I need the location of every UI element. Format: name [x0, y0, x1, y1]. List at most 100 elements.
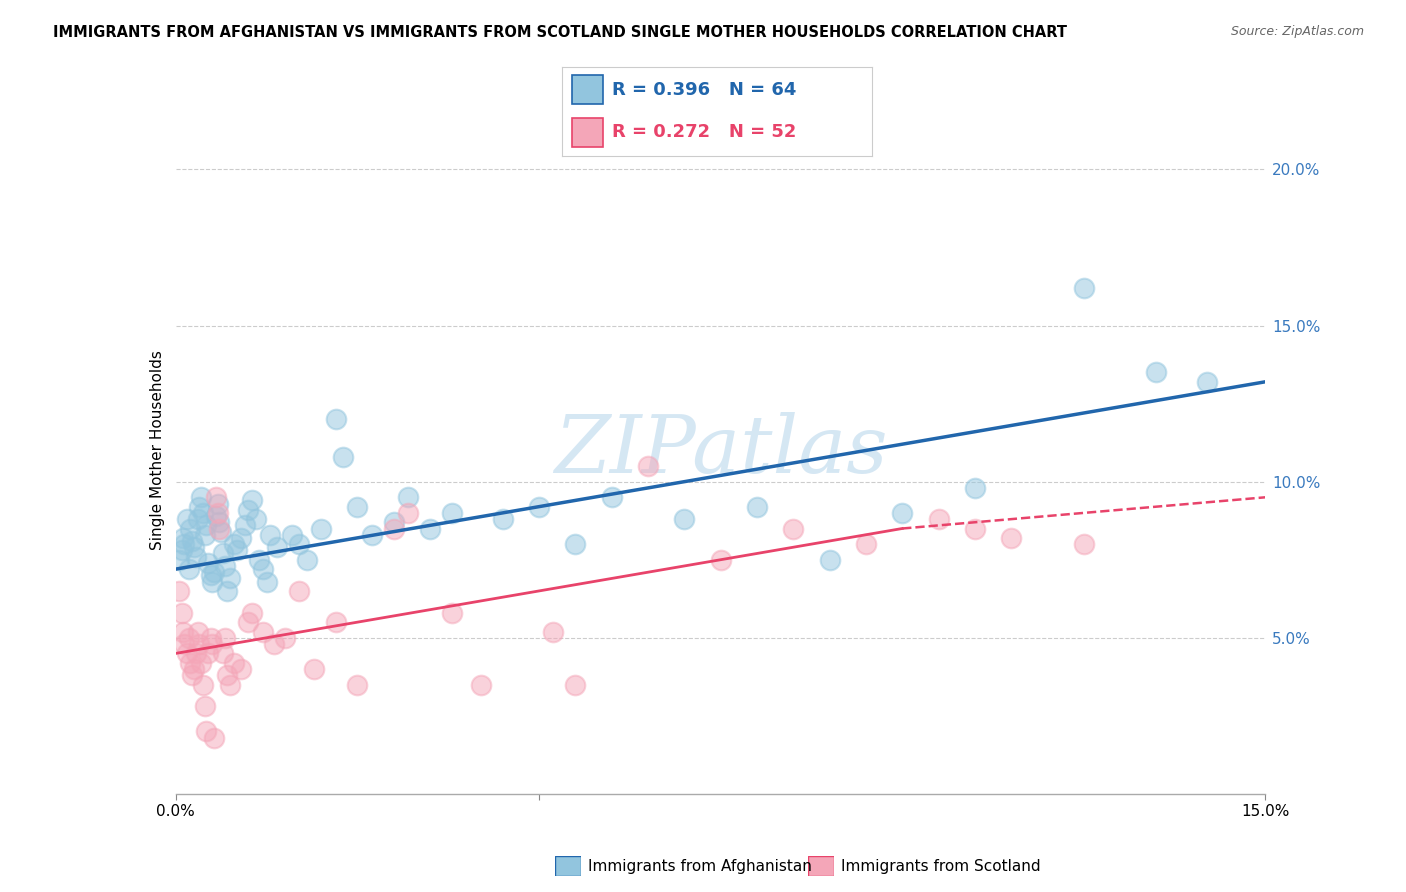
Point: [207, 506, 229, 520]
Text: R = 0.396   N = 64: R = 0.396 N = 64: [612, 80, 796, 99]
Point: [200, 631, 222, 645]
Point: [204, 490, 226, 504]
Point: [281, 527, 304, 541]
Point: [169, 552, 191, 567]
Point: [782, 521, 804, 535]
Point: [396, 506, 419, 520]
Point: [197, 646, 219, 660]
Point: [170, 543, 193, 558]
Point: [177, 562, 200, 576]
Point: [209, 524, 232, 539]
Point: [202, 731, 225, 745]
Point: [188, 500, 211, 514]
Point: [201, 637, 224, 651]
Point: [207, 496, 229, 510]
Point: [1073, 281, 1095, 295]
Point: [325, 412, 347, 426]
Point: [527, 500, 550, 514]
Point: [179, 656, 201, 670]
Point: [194, 527, 217, 541]
Point: [214, 631, 236, 645]
Point: [212, 546, 235, 561]
Point: [382, 516, 405, 530]
Bar: [572, 75, 603, 104]
Point: [184, 549, 207, 564]
Point: [440, 506, 463, 520]
Point: [673, 512, 696, 526]
Point: [233, 518, 256, 533]
Point: [214, 558, 236, 574]
Point: [195, 518, 218, 533]
Point: [176, 512, 198, 526]
Point: [184, 646, 207, 660]
Point: [172, 531, 194, 545]
Point: [891, 506, 914, 520]
Point: [1000, 531, 1022, 545]
Point: [186, 624, 209, 639]
Point: [169, 583, 191, 598]
Point: [188, 637, 211, 651]
Point: [190, 656, 212, 670]
Point: [396, 490, 419, 504]
Point: [855, 537, 877, 551]
Text: ZIPatlas: ZIPatlas: [554, 412, 887, 489]
Point: [173, 537, 195, 551]
Point: [222, 537, 245, 551]
Point: [346, 500, 368, 514]
Point: [295, 552, 318, 567]
Point: [176, 646, 198, 660]
Point: [928, 512, 950, 526]
Point: [1146, 366, 1168, 380]
Point: [543, 624, 565, 639]
Point: [204, 508, 226, 523]
Point: [201, 574, 224, 589]
Point: [564, 537, 586, 551]
Point: [600, 490, 623, 504]
Point: [309, 521, 332, 535]
Point: [963, 481, 986, 495]
Point: [302, 662, 325, 676]
Point: [179, 521, 201, 535]
Text: Immigrants from Scotland: Immigrants from Scotland: [841, 859, 1040, 873]
Point: [346, 678, 368, 692]
Point: [288, 583, 311, 598]
Point: [170, 606, 193, 620]
Point: [195, 724, 218, 739]
Point: [361, 527, 384, 541]
Point: [183, 540, 205, 554]
Point: [245, 512, 267, 526]
Point: [470, 678, 492, 692]
Point: [440, 606, 463, 620]
Point: [240, 493, 263, 508]
Point: [194, 699, 217, 714]
Point: [332, 450, 354, 464]
Point: [186, 512, 209, 526]
Point: [266, 540, 288, 554]
Point: [177, 631, 200, 645]
Point: [818, 552, 841, 567]
Point: [256, 574, 278, 589]
Point: [212, 646, 235, 660]
Point: [252, 562, 274, 576]
Point: [247, 552, 270, 567]
Point: [745, 500, 768, 514]
Text: R = 0.272   N = 52: R = 0.272 N = 52: [612, 123, 796, 142]
Point: [173, 637, 195, 651]
Point: [240, 606, 263, 620]
Point: [215, 668, 238, 682]
Point: [219, 678, 242, 692]
Point: [222, 656, 245, 670]
Point: [231, 662, 253, 676]
Point: [274, 631, 297, 645]
Point: [419, 521, 441, 535]
Bar: [572, 118, 603, 147]
Point: [259, 527, 281, 541]
Text: Source: ZipAtlas.com: Source: ZipAtlas.com: [1230, 25, 1364, 38]
Text: IMMIGRANTS FROM AFGHANISTAN VS IMMIGRANTS FROM SCOTLAND SINGLE MOTHER HOUSEHOLDS: IMMIGRANTS FROM AFGHANISTAN VS IMMIGRANT…: [53, 25, 1067, 40]
Point: [180, 668, 202, 682]
Point: [183, 662, 205, 676]
Point: [637, 458, 659, 473]
Point: [564, 678, 586, 692]
Point: [963, 521, 986, 535]
Point: [238, 615, 260, 630]
